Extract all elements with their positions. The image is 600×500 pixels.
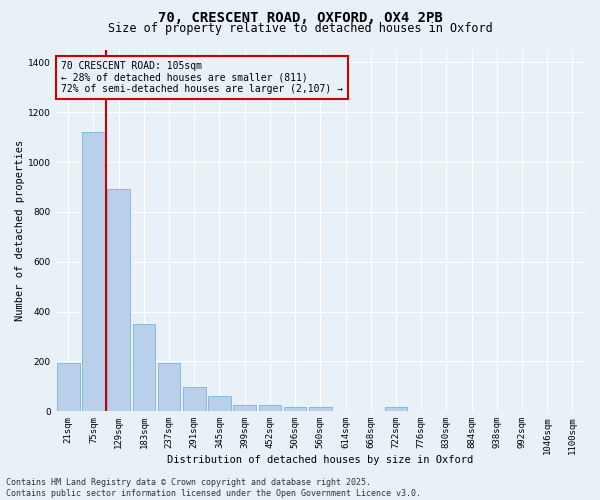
Text: Size of property relative to detached houses in Oxford: Size of property relative to detached ho…	[107, 22, 493, 35]
Text: 70, CRESCENT ROAD, OXFORD, OX4 2PB: 70, CRESCENT ROAD, OXFORD, OX4 2PB	[158, 11, 442, 25]
Bar	[385, 408, 407, 411]
Bar	[259, 405, 281, 411]
Bar	[284, 406, 307, 411]
Bar	[233, 405, 256, 411]
Bar	[82, 132, 105, 411]
Bar	[158, 362, 181, 411]
Bar	[107, 190, 130, 411]
X-axis label: Distribution of detached houses by size in Oxford: Distribution of detached houses by size …	[167, 455, 473, 465]
Y-axis label: Number of detached properties: Number of detached properties	[15, 140, 25, 321]
Bar	[133, 324, 155, 411]
Bar	[208, 396, 231, 411]
Bar	[183, 388, 206, 411]
Text: 70 CRESCENT ROAD: 105sqm
← 28% of detached houses are smaller (811)
72% of semi-: 70 CRESCENT ROAD: 105sqm ← 28% of detach…	[61, 61, 343, 94]
Bar	[309, 406, 332, 411]
Bar	[57, 362, 80, 411]
Text: Contains HM Land Registry data © Crown copyright and database right 2025.
Contai: Contains HM Land Registry data © Crown c…	[6, 478, 421, 498]
